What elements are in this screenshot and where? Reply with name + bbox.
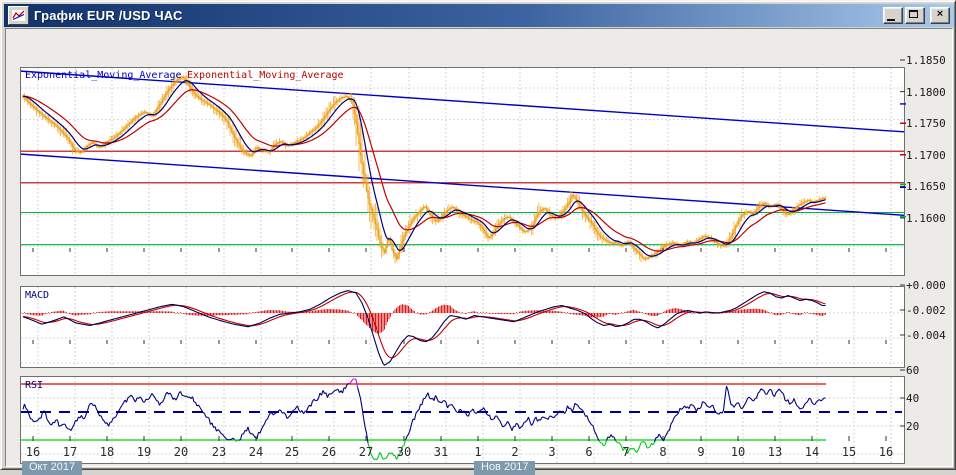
maximize-button[interactable] (905, 7, 925, 24)
x-axis-date-label-6: 24 (248, 445, 264, 459)
macd-axis-label-2: -0.004 (906, 329, 946, 342)
x-axis-date-label-10: 30 (396, 445, 412, 459)
price-axis-label-4: 1.1650 (906, 180, 946, 193)
ema-label-blue: Exponential_Moving_Average (25, 70, 182, 81)
macd-label: MACD (25, 290, 50, 301)
price-axis-label-5: 1.1600 (906, 212, 946, 225)
x-axis-date-label-8: 26 (321, 445, 337, 459)
macd-histogram (22, 304, 826, 334)
candle-wicks (22, 74, 826, 264)
price-axis-label-1: 1.1800 (906, 86, 946, 99)
close-button[interactable]: × (930, 7, 950, 24)
x-axis-date-label-23: 16 (878, 445, 894, 459)
macd-main-line (22, 290, 826, 366)
price-axis-label-3: 1.1700 (906, 149, 946, 162)
maximize-icon (909, 10, 918, 18)
rsi-axis-label-1: 40 (906, 392, 920, 405)
chart-icon[interactable] (8, 6, 29, 25)
macd-axis-label-0: +0.000 (906, 279, 946, 292)
x-axis-date-label-1: 17 (62, 445, 78, 459)
x-axis-date-label-4: 20 (173, 445, 189, 459)
ema-fast-line[interactable] (22, 79, 826, 257)
ema-label-red: Exponential_Moving_Average (187, 70, 344, 81)
x-axis-date-label-9: 27 (358, 445, 374, 459)
x-axis-date-label-3: 19 (136, 445, 152, 459)
title-bar[interactable]: График EUR /USD ЧАС × (4, 4, 954, 27)
price-chart-canvas (21, 68, 904, 275)
price-chart-panel[interactable]: Exponential_Moving_Average Exponential_M… (20, 67, 905, 276)
rsi-axis-label-2: 20 (906, 420, 920, 433)
x-axis-date-label-17: 8 (659, 445, 667, 459)
x-axis-date-label-11: 31 (433, 445, 449, 459)
x-axis-date-label-16: 7 (622, 445, 630, 459)
minimize-button[interactable] (883, 7, 903, 24)
x-axis-date-label-21: 14 (804, 445, 820, 459)
month-badge-nov: Нов 2017 (474, 461, 536, 475)
price-grid (21, 68, 904, 275)
price-axis-label-2: 1.1750 (906, 117, 946, 130)
x-axis-date-label-19: 10 (730, 445, 746, 459)
x-axis-date-label-15: 6 (585, 445, 593, 459)
x-axis-date-label-12: 1 (474, 445, 482, 459)
month-badge-oct: Окт 2017 (22, 461, 83, 475)
x-axis-date-label-18: 9 (697, 445, 705, 459)
window-title: График EUR /USD ЧАС (34, 8, 183, 23)
rsi-label: RSI (25, 380, 44, 391)
macd-canvas (21, 287, 904, 367)
price-axis-label-0: 1.1850 (906, 54, 946, 67)
minimize-icon (887, 19, 895, 21)
x-axis-date-label-20: 13 (767, 445, 783, 459)
window-controls: × (883, 7, 950, 24)
rsi-main-line (22, 382, 826, 443)
x-axis-date-label-14: 3 (548, 445, 556, 459)
macd-signal-line (22, 291, 826, 359)
close-icon: × (936, 8, 944, 20)
x-axis-date-label-0: 16 (25, 445, 41, 459)
candle-bodies (22, 76, 827, 260)
macd-axis-label-1: -0.002 (906, 304, 946, 317)
x-axis-date-label-7: 25 (284, 445, 300, 459)
rsi-line-overbought-segment (348, 378, 359, 388)
chart-client-area: Exponential_Moving_Average Exponential_M… (5, 28, 953, 475)
macd-grid (21, 287, 904, 367)
x-axis-date-label-2: 18 (99, 445, 115, 459)
x-axis-date-label-13: 2 (511, 445, 519, 459)
x-axis-date-label-5: 23 (211, 445, 227, 459)
macd-panel[interactable]: MACD (20, 286, 905, 368)
x-axis-date-label-22: 15 (841, 445, 857, 459)
chart-icon-glyph (12, 10, 25, 21)
rsi-axis-label-0: 60 (906, 364, 920, 377)
